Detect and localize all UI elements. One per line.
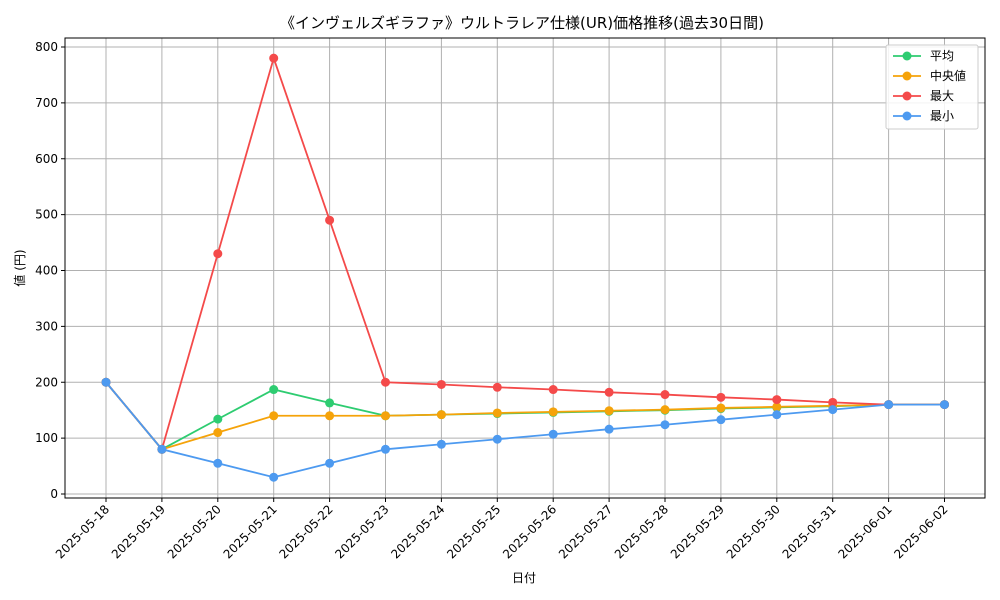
legend-label: 中央値 xyxy=(930,68,966,83)
data-point xyxy=(604,406,614,416)
data-point xyxy=(436,410,446,420)
y-tick-label: 400 xyxy=(35,264,58,278)
data-point xyxy=(604,387,614,397)
data-point xyxy=(436,379,446,389)
data-point xyxy=(940,400,949,410)
data-point xyxy=(828,405,838,415)
x-tick-label: 2025-05-28 xyxy=(612,502,671,561)
series-line xyxy=(105,55,945,452)
data-point xyxy=(325,458,335,468)
y-axis-ticks: 0 100 200 300 400 500 600 700 800 xyxy=(35,40,65,501)
legend-marker xyxy=(902,91,912,101)
data-point xyxy=(325,411,335,421)
x-tick-label: 2025-05-26 xyxy=(500,502,559,561)
data-point xyxy=(157,444,167,454)
data-point xyxy=(269,472,279,482)
x-tick-label: 2025-05-22 xyxy=(277,502,336,561)
data-point xyxy=(828,397,838,407)
data-point xyxy=(101,377,111,387)
data-point xyxy=(660,390,670,400)
legend-box xyxy=(885,44,979,130)
legend-marker xyxy=(902,51,912,61)
y-tick-label: 100 xyxy=(35,431,58,445)
data-point xyxy=(325,215,335,225)
series-line xyxy=(105,381,945,451)
x-tick-label: 2025-05-30 xyxy=(724,502,783,561)
series-line xyxy=(105,381,945,479)
chart-title: 《インヴェルズギラファ》ウルトラレア仕様(UR)価格推移(過去30日間) xyxy=(280,14,764,32)
x-tick-label: 2025-05-18 xyxy=(53,502,112,561)
x-tick-label: 2025-06-01 xyxy=(836,502,895,561)
data-point xyxy=(772,395,782,405)
y-tick-label: 600 xyxy=(35,152,58,166)
data-point xyxy=(213,249,223,259)
data-point xyxy=(548,385,558,395)
x-tick-label: 2025-05-23 xyxy=(332,502,391,561)
legend-label: 最大 xyxy=(930,89,954,103)
data-point xyxy=(213,414,223,424)
legend-label: 平均 xyxy=(930,49,954,63)
y-tick-label: 700 xyxy=(35,96,58,110)
x-tick-label: 2025-05-29 xyxy=(668,502,727,561)
x-tick-label: 2025-06-02 xyxy=(891,502,950,561)
data-point xyxy=(660,405,670,415)
x-tick-label: 2025-05-24 xyxy=(388,502,447,561)
legend-marker xyxy=(902,71,912,81)
y-tick-label: 800 xyxy=(35,40,58,54)
y-tick-label: 500 xyxy=(35,208,58,222)
data-point xyxy=(548,407,558,417)
data-point xyxy=(269,411,279,421)
series-2 xyxy=(101,53,949,454)
x-tick-label: 2025-05-19 xyxy=(109,502,168,561)
data-point xyxy=(381,411,390,421)
grid xyxy=(65,38,985,498)
data-point xyxy=(772,402,782,412)
x-tick-label: 2025-05-20 xyxy=(165,502,224,561)
data-point xyxy=(325,398,335,408)
data-point xyxy=(269,53,279,63)
x-tick-label: 2025-05-25 xyxy=(444,502,503,561)
series-line xyxy=(105,381,945,451)
data-point xyxy=(884,400,894,410)
y-tick-label: 300 xyxy=(35,319,58,333)
data-point xyxy=(492,408,502,418)
y-axis-label: 値 (円) xyxy=(12,249,27,286)
data-point xyxy=(548,429,558,439)
data-point xyxy=(381,444,390,454)
y-tick-label: 200 xyxy=(35,375,58,389)
plot-frame xyxy=(64,37,986,499)
x-tick-label: 2025-05-21 xyxy=(221,502,280,561)
y-tick-label: 0 xyxy=(50,487,58,501)
data-point xyxy=(492,382,502,392)
legend-marker xyxy=(902,111,912,121)
data-point xyxy=(213,458,223,468)
data-point xyxy=(213,428,223,438)
data-point xyxy=(660,420,670,430)
x-axis-ticks: 2025-05-182025-05-192025-05-202025-05-21… xyxy=(53,498,951,561)
data-point xyxy=(492,434,502,444)
legend-label: 最小 xyxy=(930,109,954,123)
data-point xyxy=(381,377,390,387)
series-lines xyxy=(101,53,949,482)
x-axis-label: 日付 xyxy=(512,571,536,585)
series-3 xyxy=(101,377,949,482)
data-point xyxy=(436,439,446,449)
data-point xyxy=(716,415,726,425)
data-point xyxy=(604,424,614,434)
data-point xyxy=(716,392,726,402)
data-point xyxy=(772,410,782,420)
data-point xyxy=(716,403,726,413)
x-tick-label: 2025-05-27 xyxy=(556,502,615,561)
data-point xyxy=(269,385,279,395)
x-tick-label: 2025-05-31 xyxy=(780,502,839,561)
